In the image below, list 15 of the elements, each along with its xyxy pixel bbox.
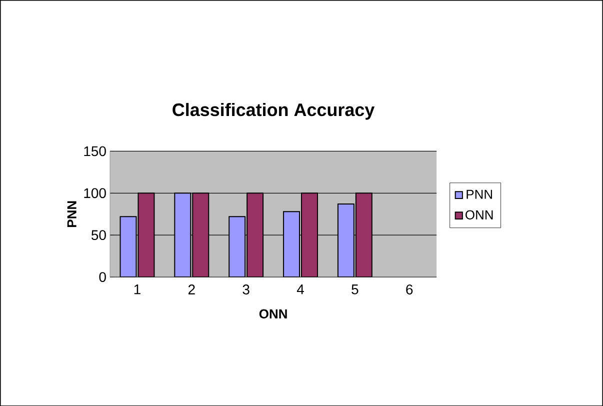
x-tick-label: 2 (188, 284, 195, 294)
x-tick-label: 1 (134, 284, 140, 294)
y-tick-label: 150 (84, 146, 106, 156)
y-axis-title: PNN (67, 201, 76, 227)
legend-label: PNN (466, 190, 492, 199)
y-tick-label: 100 (84, 188, 106, 198)
x-tick-label: 6 (406, 284, 413, 294)
legend-label: ONN (466, 210, 493, 220)
x-axis-title: ONN (259, 309, 287, 318)
x-tick-label: 5 (352, 284, 358, 294)
y-tick-label: 50 (91, 230, 106, 240)
chart-title: Classification Accuracy (172, 102, 375, 120)
x-tick-label: 3 (242, 284, 250, 294)
x-tick-label: 4 (296, 284, 304, 294)
y-tick-label: 0 (99, 272, 106, 282)
